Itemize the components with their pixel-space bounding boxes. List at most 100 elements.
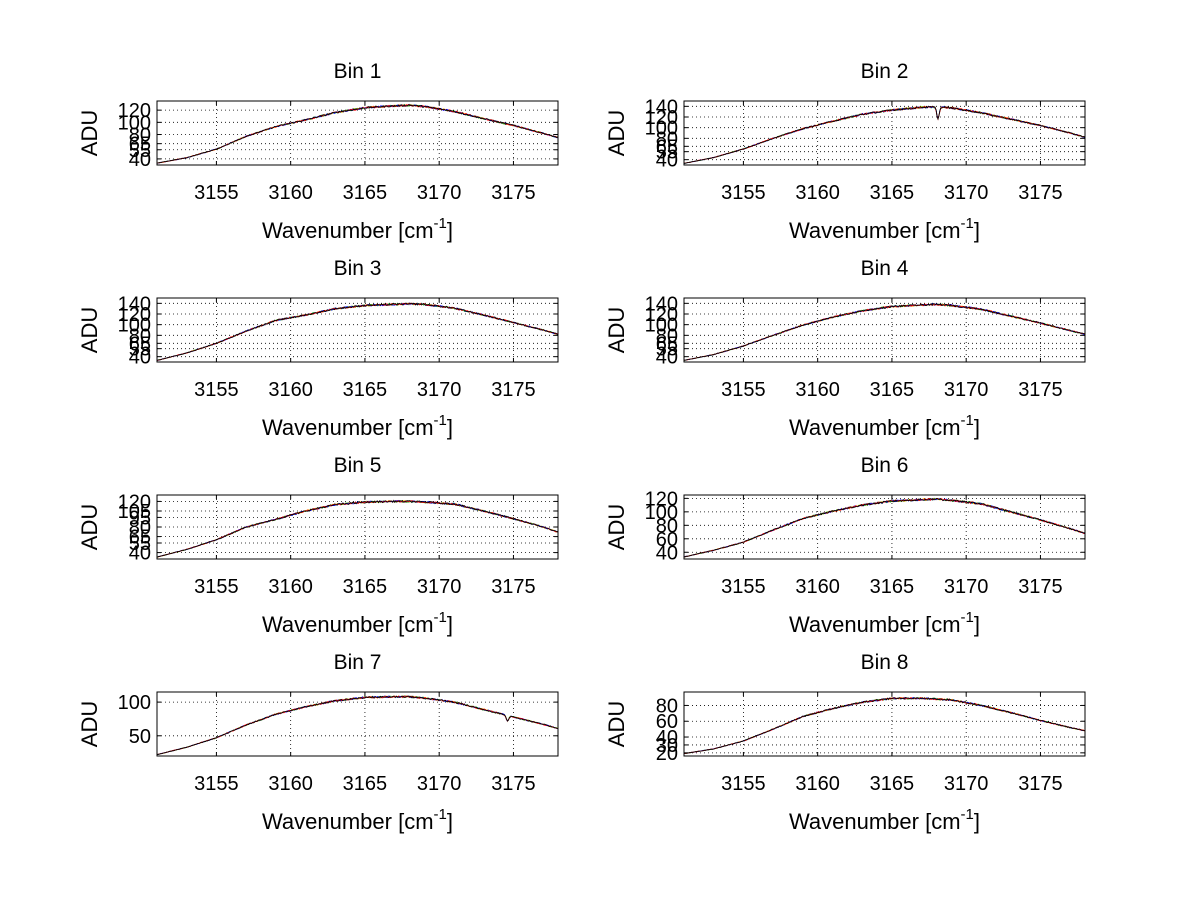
axes-box [683,494,1086,560]
subplot-title: Bin 8 [861,651,909,674]
x-axis-label: Wavenumber [cm-1] [789,412,980,440]
x-tick-label: 3170 [944,773,989,795]
axes-box [683,297,1086,363]
x-tick-label: 3155 [721,773,766,795]
subplot-title: Bin 5 [334,454,382,477]
x-tick-label: 3170 [417,379,462,401]
subplot-title: Bin 4 [861,257,909,280]
x-tick-label: 3155 [721,379,766,401]
x-tick-label: 3170 [944,182,989,204]
subplot-title: Bin 3 [334,257,382,280]
y-tick-label: 100 [118,692,151,714]
subplot-7: 3155 3160 3165 3170 3175 50 100 Bin 7 Wavenumber… [77,651,559,834]
spectrum-line-5 [684,105,1085,164]
x-tick-label: 3165 [343,182,388,204]
x-tick-label: 3175 [491,576,536,598]
y-tick-label: 120 [118,491,151,513]
x-tick-label: 3155 [194,379,239,401]
y-tick-label: 140 [645,96,678,118]
x-axis-label: Wavenumber [cm-1] [262,412,453,440]
y-tick-label: 65 [129,134,151,156]
y-tick-label: 105 [118,501,151,523]
series-group [684,497,1085,558]
x-axis-label: Wavenumber [cm-1] [262,215,453,243]
series-group [157,103,558,164]
x-tick-label: 3165 [870,379,915,401]
y-tick-label: 120 [645,488,678,510]
x-tick-label: 3165 [870,773,915,795]
x-tick-label: 3175 [491,379,536,401]
spectrum-line-5 [684,303,1085,361]
x-tick-label: 3175 [1018,379,1063,401]
y-tick-label: 40 [129,149,151,171]
x-tick-label: 3160 [268,182,313,204]
x-axis-label: Wavenumber [cm-1] [789,806,980,834]
x-tick-label: 3170 [944,576,989,598]
axes-box [683,691,1086,757]
x-tick-label: 3175 [491,182,536,204]
y-tick-label: 65 [656,136,678,158]
y-tick-label: 30 [656,735,678,757]
y-tick-label: 55 [656,142,678,164]
x-tick-label: 3175 [1018,773,1063,795]
x-tick-label: 3160 [795,182,840,204]
x-axis-label: Wavenumber [cm-1] [789,609,980,637]
x-tick-label: 3170 [417,576,462,598]
x-tick-label: 3160 [268,773,313,795]
x-tick-label: 3155 [194,576,239,598]
y-tick-label: 40 [656,727,678,749]
y-axis-label: ADU [604,307,629,353]
series-group [157,695,558,756]
spectrum-line-5 [157,302,558,361]
y-axis-label: ADU [77,307,102,353]
y-tick-label: 55 [656,339,678,361]
series-group [157,302,558,361]
y-tick-label: 40 [656,542,678,564]
axes-box [156,691,559,757]
y-tick-label: 120 [645,107,678,129]
y-tick-label: 55 [129,533,151,555]
x-tick-label: 3165 [870,576,915,598]
y-tick-label: 80 [656,695,678,717]
y-tick-label: 55 [129,140,151,162]
subplot-title: Bin 6 [861,454,909,477]
x-tick-label: 3175 [491,773,536,795]
x-axis-label: Wavenumber [cm-1] [789,215,980,243]
y-tick-label: 120 [645,304,678,326]
y-tick-label: 60 [656,529,678,551]
x-tick-label: 3155 [194,182,239,204]
y-tick-label: 120 [118,100,151,122]
x-tick-label: 3165 [870,182,915,204]
y-tick-label: 80 [129,517,151,539]
x-axis-label: Wavenumber [cm-1] [262,609,453,637]
y-axis-label: ADU [604,701,629,747]
y-axis-label: ADU [77,504,102,550]
y-tick-label: 80 [129,125,151,147]
spectrum-line-5 [684,498,1085,558]
x-tick-label: 3165 [343,576,388,598]
y-axis-label: ADU [604,504,629,550]
axes-box [156,297,559,363]
subplot-title: Bin 1 [334,60,382,83]
y-tick-label: 65 [129,527,151,549]
x-axis-label: Wavenumber [cm-1] [262,806,453,834]
series-group [684,696,1085,755]
y-tick-label: 40 [129,543,151,565]
y-tick-label: 100 [118,112,151,134]
series-group [157,499,558,558]
y-tick-label: 80 [129,325,151,347]
series-group [684,303,1085,361]
y-tick-label: 50 [129,726,151,748]
x-tick-label: 3160 [268,576,313,598]
x-tick-label: 3175 [1018,576,1063,598]
y-tick-label: 65 [129,333,151,355]
x-tick-label: 3170 [944,379,989,401]
